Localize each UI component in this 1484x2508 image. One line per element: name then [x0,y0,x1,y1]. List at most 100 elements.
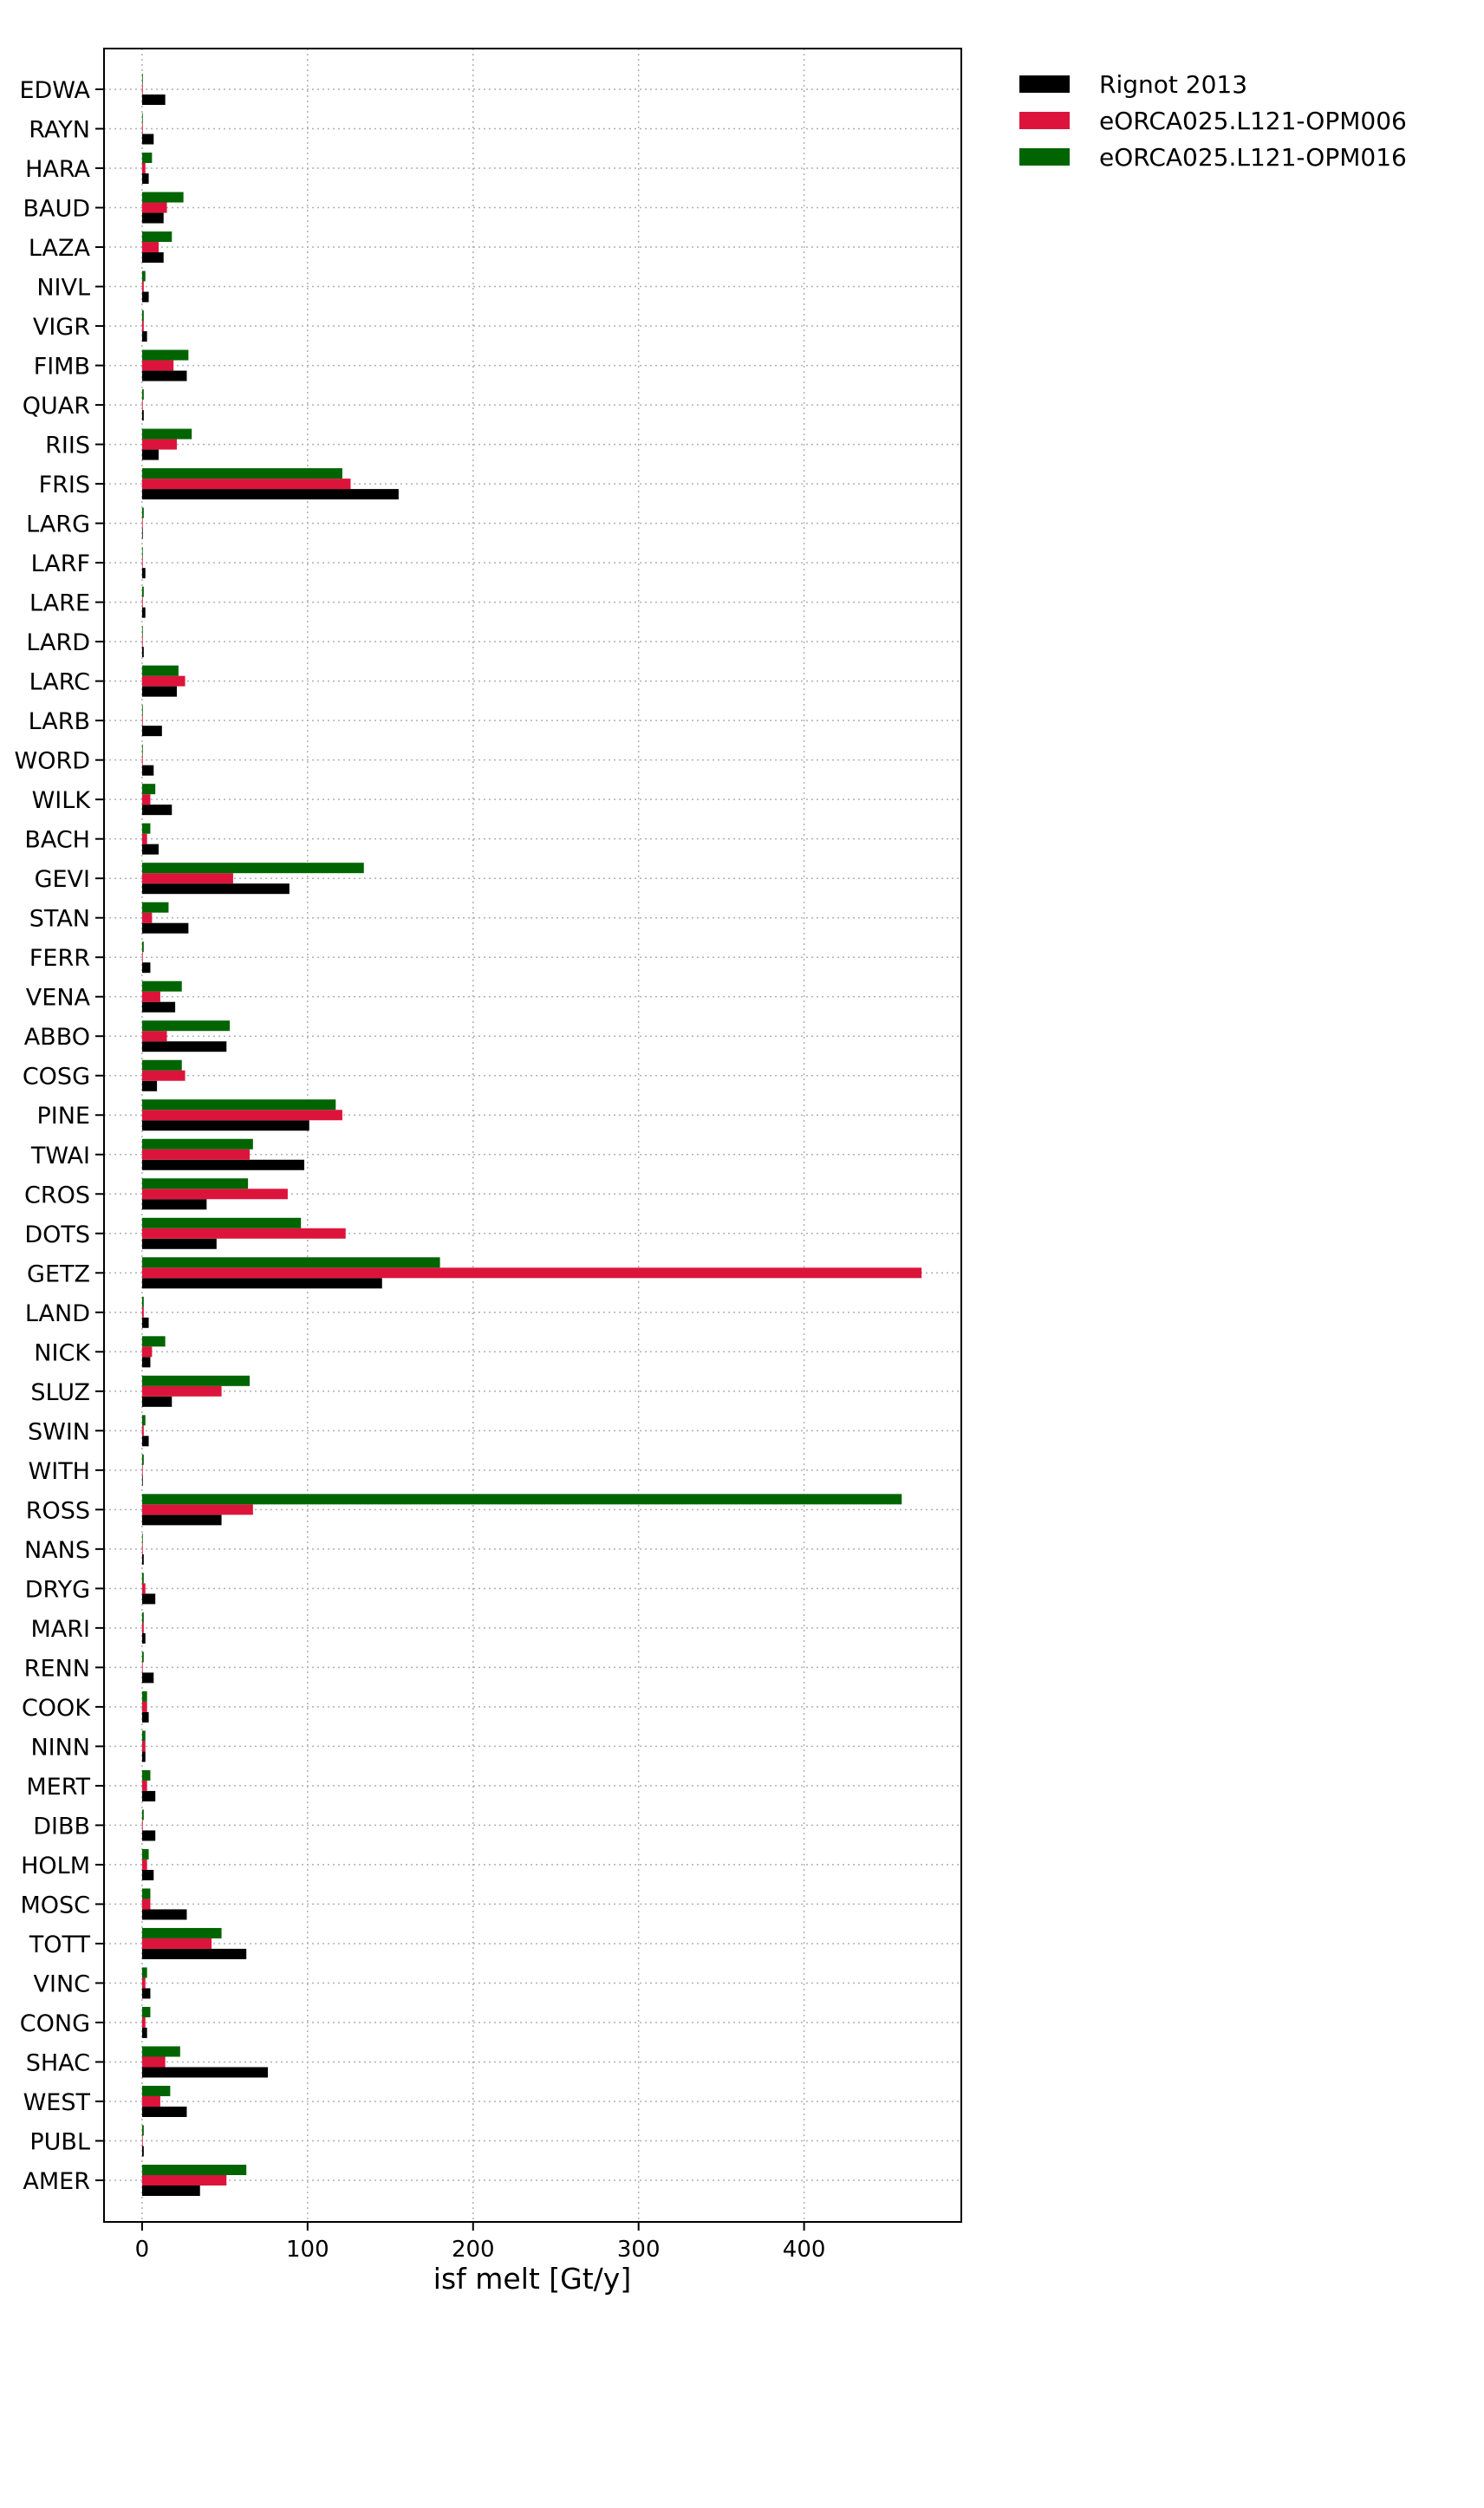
y-tick-label: MERT [26,1774,90,1801]
bar-rignot-2013-mert [141,1790,156,1801]
y-tick-label: SWIN [28,1418,90,1445]
bar-eorca025-l121-opm016-larg [141,507,144,518]
bar-eorca025-l121-opm016-riis [141,428,192,440]
bar-eorca025-l121-opm006-cosg [141,1070,186,1081]
y-tick-label: BACH [24,827,90,854]
bar-eorca025-l121-opm006-twai [141,1149,251,1160]
bar-rignot-2013-baud [141,212,164,224]
bar-eorca025-l121-opm006-hara [141,163,146,174]
bar-eorca025-l121-opm006-laza [141,242,159,253]
bar-eorca025-l121-opm006-amer [141,2175,227,2186]
y-tick-label: LARB [29,708,90,735]
legend-label: eORCA025.L121-OPM006 [1099,106,1407,135]
bar-eorca025-l121-opm006-publ [141,2135,143,2146]
bar-eorca025-l121-opm006-dots [141,1228,346,1239]
legend-swatch [1019,112,1070,129]
legend: Rignot 2013 eORCA025.L121-OPM006 eORCA02… [1019,66,1407,175]
bar-rignot-2013-hara [141,173,149,185]
bar-eorca025-l121-opm016-twai [141,1138,253,1150]
y-tick-label: TOTT [29,1931,91,1958]
legend-swatch [1019,75,1070,93]
y-tick-label: BAUD [23,196,90,223]
bar-eorca025-l121-opm006-sluz [141,1385,222,1397]
x-axis-label: isf melt [Gt/y] [433,2262,631,2296]
bar-eorca025-l121-opm016-amer [141,2165,247,2175]
y-tick-label: NICK [34,1339,91,1366]
y-tick-label: TWAI [30,1143,90,1169]
x-axis-ticks: 0 100 200 300 400 [135,2222,825,2263]
bar-eorca025-l121-opm016-dibb [141,1809,144,1821]
bar-eorca025-l121-opm006-ferr [141,952,143,963]
bar-eorca025-l121-opm016-lare [141,586,144,597]
bar-eorca025-l121-opm016-abbo [141,1020,231,1032]
bar-eorca025-l121-opm016-getz [141,1257,440,1268]
bar-rignot-2013-stan [141,922,189,934]
y-tick-label: COSG [23,1064,90,1091]
y-tick-label: SHAC [26,2049,90,2076]
bar-eorca025-l121-opm016-mosc [141,1888,151,1899]
bar-eorca025-l121-opm006-baud [141,202,167,213]
bar-rignot-2013-twai [141,1159,305,1170]
bar-rignot-2013-bach [141,844,159,855]
plot-frame [103,48,962,2223]
bar-eorca025-l121-opm006-lare [141,596,143,608]
bar-eorca025-l121-opm006-cook [141,1701,147,1712]
bar-eorca025-l121-opm006-swin [141,1425,144,1436]
y-tick-label: LARF [31,550,90,577]
bar-rignot-2013-holm [141,1869,154,1880]
bar-eorca025-l121-opm006-larb [141,715,143,726]
bar-eorca025-l121-opm016-ninn [141,1730,146,1742]
y-tick-label: WILK [32,787,92,814]
bar-rignot-2013-dryg [141,1593,156,1605]
bar-eorca025-l121-opm006-cros [141,1189,288,1200]
y-tick-label: LARD [26,629,90,656]
bar-rignot-2013-swin [141,1436,149,1447]
bar-eorca025-l121-opm006-edwa [141,84,143,94]
legend-item-opm006: eORCA025.L121-OPM006 [1019,102,1407,139]
bar-rignot-2013-lare [141,607,146,618]
bar-rignot-2013-abbo [141,1041,227,1052]
bar-rignot-2013-nans [141,1554,144,1565]
y-tick-label: FRIS [39,472,90,498]
bar-eorca025-l121-opm016-with [141,1454,144,1465]
bar-rignot-2013-renn [141,1672,154,1684]
legend-item-rignot: Rignot 2013 [1019,66,1407,102]
bar-eorca025-l121-opm006-rayn [141,123,143,134]
bar-eorca025-l121-opm016-cros [141,1178,249,1189]
bar-rignot-2013-larf [141,568,146,579]
bar-rignot-2013-fris [141,489,399,500]
bar-eorca025-l121-opm016-cosg [141,1059,182,1071]
bar-rignot-2013-fimb [141,370,187,381]
bar-eorca025-l121-opm016-ferr [141,941,144,953]
y-tick-label: LARC [29,669,90,696]
bar-rignot-2013-sluz [141,1396,172,1407]
y-tick-label: FERR [29,945,90,972]
bar-rignot-2013-publ [141,2146,144,2157]
y-tick-label: LAZA [29,235,91,262]
bar-eorca025-l121-opm016-larf [141,547,143,558]
bar-eorca025-l121-opm016-holm [141,1848,149,1860]
y-tick-label: ROSS [26,1497,90,1524]
bar-eorca025-l121-opm006-mari [141,1622,144,1633]
bar-eorca025-l121-opm006-larc [141,675,186,687]
y-tick-label: PINE [36,1103,90,1130]
bar-eorca025-l121-opm016-nivl [141,270,146,282]
bar-rignot-2013-cook [141,1711,149,1723]
bar-eorca025-l121-opm006-lard [141,636,143,648]
bar-eorca025-l121-opm016-vena [141,980,182,992]
bar-eorca025-l121-opm006-ross [141,1504,253,1515]
bar-rignot-2013-amer [141,2186,200,2196]
y-tick-label: RENN [24,1655,90,1682]
y-tick-label: VENA [26,985,91,1012]
bar-eorca025-l121-opm016-publ [141,2125,144,2136]
bar-eorca025-l121-opm006-riis [141,439,178,450]
bars [141,74,922,2196]
bar-eorca025-l121-opm006-abbo [141,1031,167,1042]
y-tick-label: PUBL [29,2128,90,2155]
bar-eorca025-l121-opm006-getz [141,1267,922,1279]
bar-eorca025-l121-opm006-cong [141,2016,146,2028]
bar-rignot-2013-cros [141,1199,207,1210]
y-tick-label: QUAR [23,393,90,420]
bar-rignot-2013-word [141,765,154,776]
y-axis-ticks: EDWA RAYN HARA BAUD LAZA NIVL VIGR FIMB QUAR RIIS… [15,77,104,2195]
